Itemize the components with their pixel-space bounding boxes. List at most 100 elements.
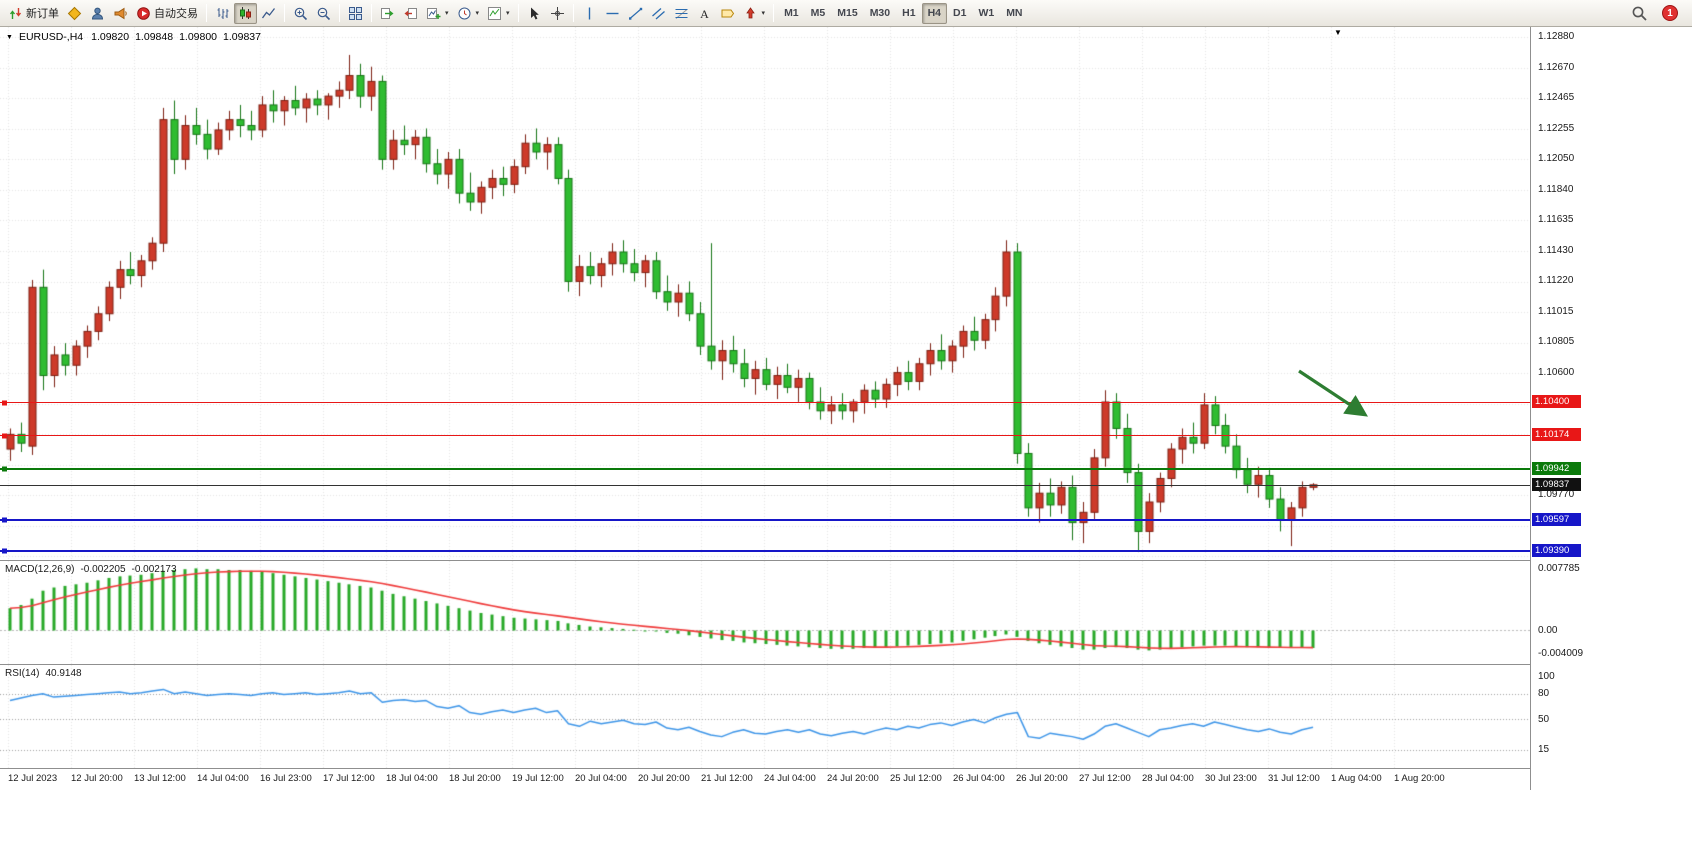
macd-name: MACD(12,26,9) — [5, 564, 75, 575]
collapse-triangle-icon[interactable]: ▼ — [6, 33, 13, 41]
templates-dropdown-button[interactable]: ▾ — [483, 3, 514, 24]
axis-tick-label: 1.12255 — [1538, 123, 1575, 134]
toolbar-separator — [339, 4, 340, 22]
horizontal-level-line-1.10400[interactable] — [0, 400, 1530, 405]
text-tool-button[interactable]: A — [693, 3, 716, 24]
autotrading-icon — [137, 6, 150, 20]
rsi-pane: RSI(14) 40.9148 — [0, 665, 1530, 768]
trend-arrow-annotation[interactable] — [1298, 369, 1369, 417]
channel-tool-button[interactable] — [647, 3, 670, 24]
notification-badge[interactable]: 1 — [1662, 5, 1678, 21]
time-axis-label: 16 Jul 23:00 — [260, 773, 312, 784]
timeframe-h1-button[interactable]: H1 — [896, 3, 921, 24]
toolbar-separator — [284, 4, 285, 22]
zoom-in-button[interactable] — [289, 3, 312, 24]
axis-tick-label: 1.11220 — [1538, 275, 1574, 286]
arrow-stamp-icon — [745, 6, 755, 18]
template-icon — [488, 6, 502, 20]
bar-chart-button[interactable] — [211, 3, 234, 24]
tile-windows-button[interactable] — [344, 3, 367, 24]
alerts-button[interactable] — [109, 3, 132, 24]
axis-tick-label: 1.11015 — [1538, 306, 1574, 317]
time-axis-label: 26 Jul 20:00 — [1016, 773, 1068, 784]
time-axis-label: 24 Jul 20:00 — [827, 773, 879, 784]
search-button[interactable] — [1627, 3, 1652, 24]
axis-tick-label: 1.09770 — [1538, 489, 1575, 500]
rsi-value: 40.9148 — [45, 668, 82, 679]
horizontal-line-tool-button[interactable] — [601, 3, 624, 24]
pane-splitter[interactable] — [0, 664, 1692, 665]
macd-canvas[interactable] — [0, 561, 1530, 664]
timeframe-mn-button[interactable]: MN — [1000, 3, 1028, 24]
cursor-icon — [530, 7, 539, 19]
main-chart-canvas[interactable] — [0, 27, 1530, 560]
horizontal-level-line-1.10174[interactable] — [0, 433, 1530, 438]
rsi-label: RSI(14) 40.9148 — [5, 668, 82, 679]
text-label-tool-button[interactable] — [716, 3, 739, 24]
tile-windows-icon — [349, 6, 362, 20]
time-axis-label: 12 Jul 2023 — [8, 773, 58, 784]
chart-shift-button[interactable] — [399, 3, 422, 24]
chevron-down-icon: ▾ — [475, 10, 480, 17]
periods-dropdown-button[interactable]: ▾ — [453, 3, 484, 24]
cursor-tool-button[interactable] — [523, 3, 546, 24]
main-toolbar: 新订单 自动交易 — [0, 0, 1692, 27]
toolbar-right-group: 1 — [1627, 3, 1688, 24]
trendline-tool-button[interactable] — [624, 3, 647, 24]
macd-label: MACD(12,26,9) -0.002205 -0.002173 — [5, 564, 177, 575]
text-label-icon — [721, 9, 734, 17]
line-chart-button[interactable] — [257, 3, 280, 24]
auto-scroll-button[interactable] — [376, 3, 399, 24]
horizontal-level-line-1.09597[interactable] — [0, 517, 1530, 523]
timeframe-w1-button[interactable]: W1 — [972, 3, 1000, 24]
annotation-layer — [1298, 369, 1369, 417]
macd-main-value: -0.002205 — [80, 564, 126, 575]
horizontal-level-line-1.09942[interactable] — [0, 466, 1530, 472]
text-icon: A — [700, 7, 709, 21]
axis-tick-label: 50 — [1538, 714, 1550, 725]
axis-tick-label: 80 — [1538, 688, 1550, 699]
autotrading-button[interactable]: 自动交易 — [132, 3, 202, 24]
time-axis-label: 25 Jul 12:00 — [890, 773, 942, 784]
chevron-down-icon: ▾ — [761, 10, 766, 17]
ohlc-close: 1.09837 — [223, 31, 261, 43]
time-axis[interactable]: 12 Jul 2023 12 Jul 20:00 13 Jul 12:00 14 Ju… — [0, 769, 1692, 790]
fibonacci-tool-button[interactable] — [670, 3, 693, 24]
autotrading-label: 自动交易 — [154, 8, 198, 20]
line-anchor-handle — [2, 548, 7, 554]
time-axis-label: 18 Jul 20:00 — [449, 773, 501, 784]
rsi-canvas[interactable] — [0, 665, 1530, 768]
timeframe-h4-button[interactable]: H4 — [921, 2, 947, 24]
crosshair-tool-button[interactable] — [546, 3, 569, 24]
timeframe-d1-button[interactable]: D1 — [947, 3, 972, 24]
current-price-line[interactable] — [0, 485, 1530, 486]
new-chart-dropdown-button[interactable]: ▾ — [422, 3, 453, 24]
arrows-dropdown-button[interactable]: ▾ — [739, 3, 770, 24]
timeframe-m1-button[interactable]: M1 — [778, 3, 805, 24]
channel-icon — [651, 7, 665, 19]
trendline-icon — [628, 7, 642, 20]
time-axis-label: 1 Aug 20:00 — [1394, 773, 1445, 784]
crosshair-icon — [550, 6, 564, 20]
zoom-out-button[interactable] — [312, 3, 335, 24]
axis-tick-label: 1.10805 — [1538, 336, 1575, 347]
price-badge: 1.10174 — [1532, 428, 1581, 441]
candlestick-chart-button[interactable] — [234, 2, 257, 24]
new-order-button[interactable]: 新订单 — [4, 3, 63, 24]
vertical-line-tool-button[interactable] — [578, 3, 601, 24]
horizontal-level-line-1.09390[interactable] — [0, 548, 1530, 554]
time-axis-label: 14 Jul 04:00 — [197, 773, 249, 784]
price-axis[interactable]: 1.12880 1.12670 1.12465 1.12255 1.12050 1.118… — [1531, 27, 1692, 790]
time-axis-label: 27 Jul 12:00 — [1079, 773, 1131, 784]
pane-splitter[interactable] — [0, 560, 1692, 561]
timeframe-m30-button[interactable]: M30 — [864, 3, 896, 24]
horizontal-line-icon — [606, 12, 619, 14]
line-anchor-handle — [2, 466, 7, 472]
price-badge: 1.09942 — [1532, 462, 1581, 475]
time-axis-label: 31 Jul 12:00 — [1268, 773, 1320, 784]
accounts-button[interactable] — [86, 3, 109, 24]
timeframe-m5-button[interactable]: M5 — [805, 3, 832, 24]
market-watch-button[interactable] — [63, 3, 86, 24]
line-anchor-handle — [2, 400, 7, 405]
timeframe-m15-button[interactable]: M15 — [831, 3, 863, 24]
